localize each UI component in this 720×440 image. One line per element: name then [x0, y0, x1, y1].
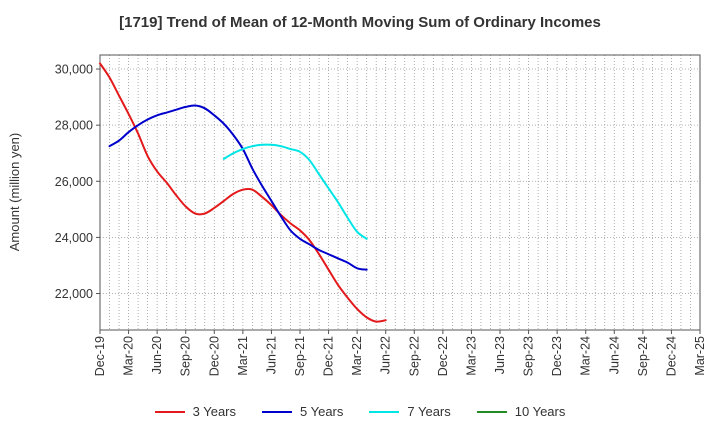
y-tick-label: 28,000: [55, 119, 93, 133]
y-axis-label: Amount (million yen): [7, 133, 22, 252]
x-tick-label: Mar-22: [350, 336, 364, 376]
x-tick-label: Mar-25: [693, 336, 707, 376]
x-tick-label: Sep-23: [522, 336, 536, 376]
legend-swatch: [262, 410, 292, 413]
x-tick-label: Jun-22: [379, 336, 393, 374]
x-tick-label: Mar-23: [464, 336, 478, 376]
x-tick-label: Jun-20: [150, 336, 164, 374]
legend-label: 3 Years: [192, 404, 236, 419]
legend-label: 10 Years: [514, 404, 566, 419]
y-tick-label: 24,000: [55, 231, 93, 245]
y-tick-label: 22,000: [55, 287, 93, 301]
series-line-7-years: [222, 143, 368, 240]
legend: 3 Years 5 Years 7 Years 10 Years: [0, 404, 720, 419]
x-tick-label: Jun-24: [607, 336, 621, 374]
x-tick-label: Mar-21: [236, 336, 250, 376]
x-tick-label: Dec-19: [93, 336, 107, 376]
legend-swatch: [154, 410, 185, 413]
legend-swatch: [476, 410, 507, 413]
legend-item-7-years: 7 Years: [369, 404, 451, 419]
x-tick-label: Mar-24: [579, 336, 593, 376]
x-tick-label: Sep-21: [293, 336, 307, 376]
x-tick-label: Jun-23: [493, 336, 507, 374]
x-tick-label: Dec-20: [207, 336, 221, 376]
x-tick-label: Dec-22: [436, 336, 450, 376]
legend-item-10-years: 10 Years: [476, 404, 566, 419]
series-layer: [99, 62, 387, 323]
legend-item-3-years: 3 Years: [154, 404, 236, 419]
x-tick-label: Sep-22: [407, 336, 421, 376]
x-tick-label: Dec-21: [322, 336, 336, 376]
plot-area-border: [99, 54, 701, 331]
x-tick-label: Sep-24: [636, 336, 650, 376]
axes-layer: 22,000 24,000 26,000 28,000 30,000 Dec-19 Mar-…: [55, 54, 707, 376]
series-line-3-years: [99, 62, 387, 323]
series-line-5-years: [108, 104, 368, 271]
x-tick-label: Dec-24: [664, 336, 678, 376]
x-tick-label: Dec-23: [550, 336, 564, 376]
x-tick-label: Sep-20: [179, 336, 193, 376]
legend-swatch: [369, 410, 400, 413]
chart-title: [1719] Trend of Mean of 12-Month Moving …: [119, 14, 601, 31]
grid-layer: [99, 55, 701, 330]
y-tick-label: 26,000: [55, 175, 93, 189]
legend-label: 7 Years: [407, 404, 451, 419]
x-tick-label: Jun-21: [264, 336, 278, 374]
legend-item-5-years: 5 Years: [262, 404, 343, 419]
y-tick-label: 30,000: [55, 63, 93, 77]
x-tick-label: Mar-20: [122, 336, 136, 376]
legend-label: 5 Years: [300, 404, 344, 419]
